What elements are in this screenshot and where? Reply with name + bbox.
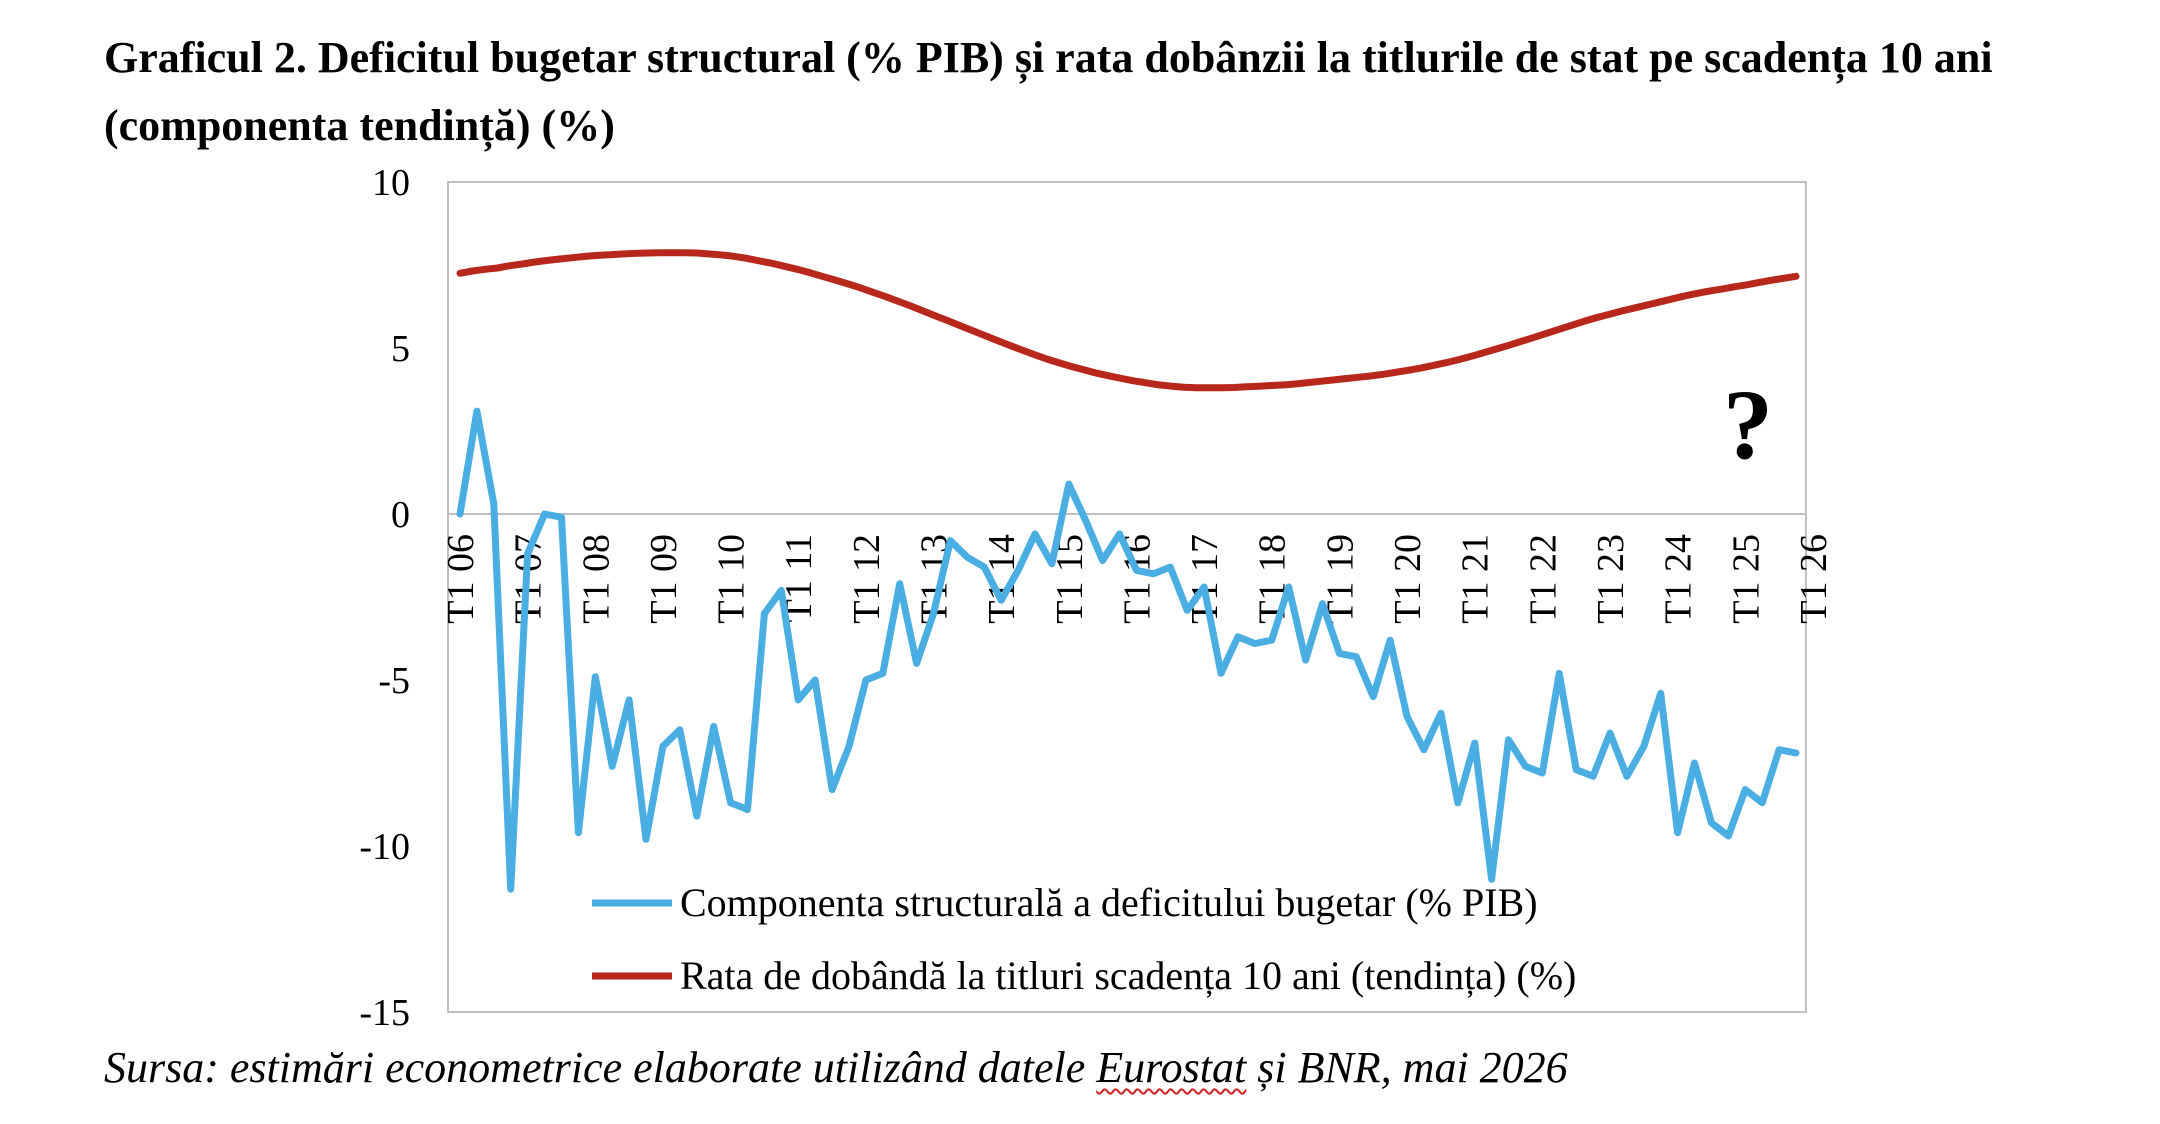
question-annotation: ? (1723, 369, 1773, 480)
x-tick-label: T1 21 (1455, 534, 1497, 624)
x-tick-label: T1 06 (440, 534, 482, 624)
y-tick-label: 10 (372, 162, 410, 204)
plot-area-frame (447, 181, 1807, 1013)
chart-title: Graficul 2. Deficitul bugetar structural… (104, 33, 1993, 150)
y-axis: 10 5 0 -5 -10 -15 (359, 162, 410, 1034)
x-tick-label: T1 24 (1658, 534, 1700, 624)
series-line-interest-rate (456, 249, 1800, 392)
x-tick-label: T1 18 (1252, 534, 1294, 624)
x-axis: T1 06 T1 07 T1 08 T1 09 T1 10 T1 11 T1 12 T1 13… (440, 534, 1835, 624)
x-tick-label: T1 09 (643, 534, 685, 624)
x-tick-label: T1 10 (711, 534, 753, 624)
x-tick-label: T1 26 (1793, 534, 1835, 624)
y-tick-label: 5 (391, 328, 410, 370)
x-tick-label: T1 22 (1522, 534, 1564, 624)
legend: Componenta structurală a deficitului bug… (592, 880, 1576, 998)
source-note: Sursa: estimări econometrice elaborate u… (104, 1042, 1568, 1093)
legend-label-structural-deficit: Componenta structurală a deficitului bug… (680, 880, 1538, 925)
x-tick-label: T1 25 (1725, 534, 1767, 624)
y-tick-label: -10 (359, 826, 410, 868)
x-tick-label: T1 23 (1590, 534, 1632, 624)
y-tick-label: -15 (359, 992, 410, 1034)
source-text-start: Sursa: estimări econometrice elaborate u… (104, 1043, 1097, 1092)
source-text-eurostat: Eurostat (1096, 1043, 1247, 1092)
y-tick-label: 0 (391, 494, 410, 536)
legend-label-interest-rate: Rata de dobândă la titluri scadența 10 a… (680, 953, 1576, 998)
y-tick-label: -5 (378, 660, 410, 702)
source-text-end: și BNR, mai 2026 (1246, 1043, 1568, 1092)
x-tick-label: T1 12 (846, 534, 888, 624)
x-tick-label: T1 08 (575, 534, 617, 624)
series-line-structural-deficit (456, 407, 1800, 893)
x-tick-label: T1 20 (1387, 534, 1429, 624)
